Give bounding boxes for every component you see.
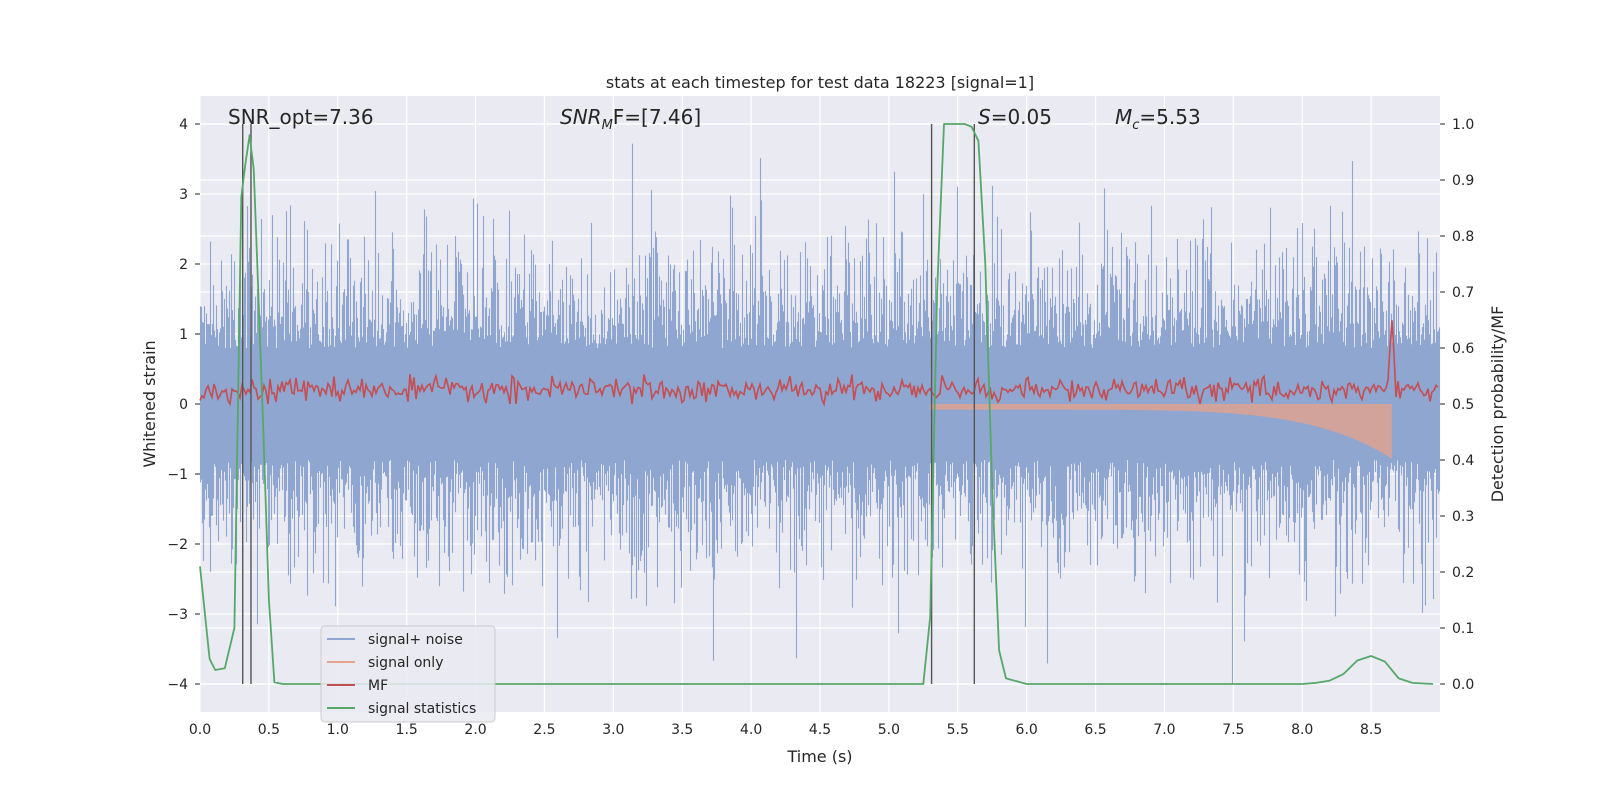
- s-var: S: [978, 105, 991, 129]
- y-right-tick-label: 0.1: [1452, 621, 1474, 637]
- annotation-mc: Mc=5.53: [1115, 105, 1201, 133]
- x-tick-label: 5.5: [947, 722, 969, 738]
- y-right-tick-label: 0.6: [1452, 341, 1474, 357]
- y-axis-right-label: Detection probability/MF: [1488, 306, 1507, 503]
- y-axis-left-label: Whitened strain: [140, 340, 159, 467]
- x-tick-label: 0.5: [258, 722, 280, 738]
- annotation-snr-mf: SNRMF=[7.46]: [560, 105, 701, 133]
- y-right-tick-label: 0.4: [1452, 453, 1474, 469]
- x-tick-label: 8.0: [1291, 722, 1313, 738]
- x-tick-label: 0.0: [189, 722, 211, 738]
- signal-noise-trace: [199, 143, 1441, 684]
- y-left-tick-label: −1: [167, 467, 188, 483]
- x-tick-label: 3.5: [671, 722, 693, 738]
- legend-label-noise: signal+ noise: [368, 632, 463, 648]
- legend-box: [320, 625, 496, 723]
- x-tick-label: 1.0: [327, 722, 349, 738]
- x-tick-label: 1.5: [396, 722, 418, 738]
- snr-mf-rest: F=[7.46]: [613, 105, 701, 129]
- x-tick-label: 8.5: [1360, 722, 1382, 738]
- y-left-tick-label: 0: [179, 397, 188, 413]
- legend-label-mf: MF: [368, 678, 388, 694]
- annotation-snr-opt: SNR_opt=7.36: [228, 105, 374, 129]
- y-right-tick-label: 0.5: [1452, 397, 1474, 413]
- x-tick-label: 3.0: [602, 722, 624, 738]
- y-left-tick-label: −4: [167, 677, 188, 693]
- y-left-tick-label: −2: [167, 537, 188, 553]
- y-right-tick-label: 0.8: [1452, 229, 1474, 245]
- s-value: =0.05: [991, 105, 1052, 129]
- y-right-tick-label: 0.7: [1452, 285, 1474, 301]
- x-tick-label: 5.0: [878, 722, 900, 738]
- signal-only-trace: [930, 404, 1392, 459]
- x-tick-label: 7.0: [1153, 722, 1175, 738]
- x-tick-label: 7.5: [1222, 722, 1244, 738]
- x-tick-label: 6.5: [1084, 722, 1106, 738]
- x-tick-label: 2.0: [464, 722, 486, 738]
- y-right-tick-label: 0.3: [1452, 509, 1474, 525]
- y-right-tick-label: 0.0: [1452, 677, 1474, 693]
- y-left-tick-label: 3: [179, 187, 188, 203]
- chart-title: stats at each timestep for test data 182…: [606, 73, 1034, 92]
- legend-label-signal: signal only: [368, 655, 443, 671]
- legend: signal+ noise signal only MF signal stat…: [320, 625, 496, 723]
- snr-mf-main: SNR: [560, 105, 602, 129]
- x-axis-label: Time (s): [786, 747, 852, 766]
- signal-only-series: [930, 404, 1392, 459]
- legend-label-stat: signal statistics: [368, 701, 476, 717]
- x-tick-label: 2.5: [533, 722, 555, 738]
- mf-trace: [199, 320, 1439, 407]
- x-tick-label: 4.5: [809, 722, 831, 738]
- y-right-tick-label: 1.0: [1452, 117, 1474, 133]
- snr-mf-sub: M: [602, 118, 613, 133]
- y-left-tick-label: 2: [179, 257, 188, 273]
- tick-labels: 0.0 0.5 1.0 1.5 2.0 2.5 3.0 3.5 4.0 4.5 5.0 5.5 6.0 6…: [167, 117, 1474, 738]
- y-right-tick-label: 0.9: [1452, 173, 1474, 189]
- x-tick-label: 4.0: [740, 722, 762, 738]
- x-tick-label: 6.0: [1016, 722, 1038, 738]
- mc-value: =5.53: [1139, 105, 1200, 129]
- signal-statistics-trace: [199, 123, 1434, 685]
- mf-series: [199, 320, 1439, 407]
- mc-var: M: [1115, 105, 1132, 129]
- y-left-tick-label: 1: [179, 327, 188, 343]
- annotation-s: S=0.05: [978, 105, 1052, 129]
- mc-sub: c: [1132, 118, 1139, 133]
- signal-noise-series: [199, 143, 1441, 684]
- y-left-tick-label: −3: [167, 607, 188, 623]
- signal-statistics-series: [199, 123, 1434, 685]
- y-right-tick-label: 0.2: [1452, 565, 1474, 581]
- y-left-tick-label: 4: [179, 117, 188, 133]
